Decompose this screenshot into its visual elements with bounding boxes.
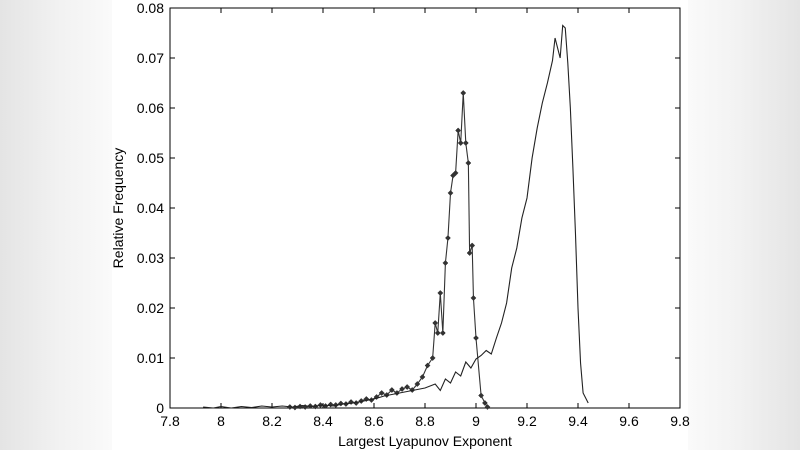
y-axis-ticks: 0 0.01 0.02 0.03 0.04 0.05 0.06 0.07 0.08 [137, 0, 680, 416]
y-tick-label: 0.03 [137, 250, 164, 266]
series-layer [203, 24, 589, 411]
series-0-point [378, 390, 385, 396]
series-1-line [203, 24, 589, 409]
x-tick-label: 8.2 [262, 413, 282, 429]
series-0-point [424, 362, 431, 369]
series-0-point [460, 90, 467, 96]
series-0-point [447, 190, 454, 196]
series-0-point [481, 400, 488, 406]
series-0-point [432, 320, 439, 326]
series-0-point [457, 140, 464, 146]
series-0-point [414, 381, 421, 387]
x-tick-label: 9.8 [670, 413, 690, 429]
left-background-band [0, 0, 112, 450]
series-0-point [437, 290, 444, 296]
x-tick-label: 8.4 [313, 413, 333, 429]
y-tick-label: 0.04 [137, 200, 164, 216]
x-tick-label: 7.8 [160, 413, 180, 429]
x-tick-label: 8.8 [415, 413, 435, 429]
x-tick-label: 9.6 [619, 413, 639, 429]
series-0-point [399, 386, 406, 392]
right-background-band [688, 0, 800, 450]
x-tick-label: 9 [472, 413, 480, 429]
y-tick-label: 0.08 [137, 0, 164, 16]
series-0-point [473, 335, 479, 341]
series-0-point [429, 355, 436, 361]
series-0-point [455, 127, 462, 134]
y-tick-label: 0.01 [137, 350, 164, 366]
series-0-point [439, 330, 446, 336]
x-tick-label: 9.4 [568, 413, 588, 429]
series-0-point [469, 242, 476, 249]
x-axis-label: Largest Lyapunov Exponent [338, 433, 512, 449]
y-tick-label: 0 [156, 400, 164, 416]
series-0-point [442, 260, 449, 266]
series-0-point [466, 250, 473, 256]
y-tick-label: 0.05 [137, 150, 164, 166]
series-0-point [434, 330, 441, 336]
x-tick-label: 8.6 [364, 413, 384, 429]
series-0-point [484, 404, 491, 410]
x-axis-ticks: 7.8 8 8.2 8.4 8.6 8.8 9 9.2 9.4 9.6 9.8 [160, 8, 690, 429]
y-tick-label: 0.06 [137, 100, 164, 116]
y-tick-label: 0.07 [137, 50, 164, 66]
series-0-point [465, 160, 472, 166]
series-0-point [478, 392, 485, 399]
y-axis-label: Relative Frequency [110, 148, 126, 269]
series-0-point [452, 170, 459, 176]
y-tick-label: 0.02 [137, 300, 164, 316]
series-0-point [419, 374, 426, 380]
series-0-point [462, 140, 469, 146]
series-0-point [404, 384, 411, 390]
x-tick-label: 9.2 [517, 413, 537, 429]
series-0-point [388, 387, 395, 393]
series-0-point [470, 295, 477, 301]
x-tick-label: 8 [217, 413, 225, 429]
plot-frame [169, 7, 681, 409]
series-0-point [444, 235, 451, 241]
